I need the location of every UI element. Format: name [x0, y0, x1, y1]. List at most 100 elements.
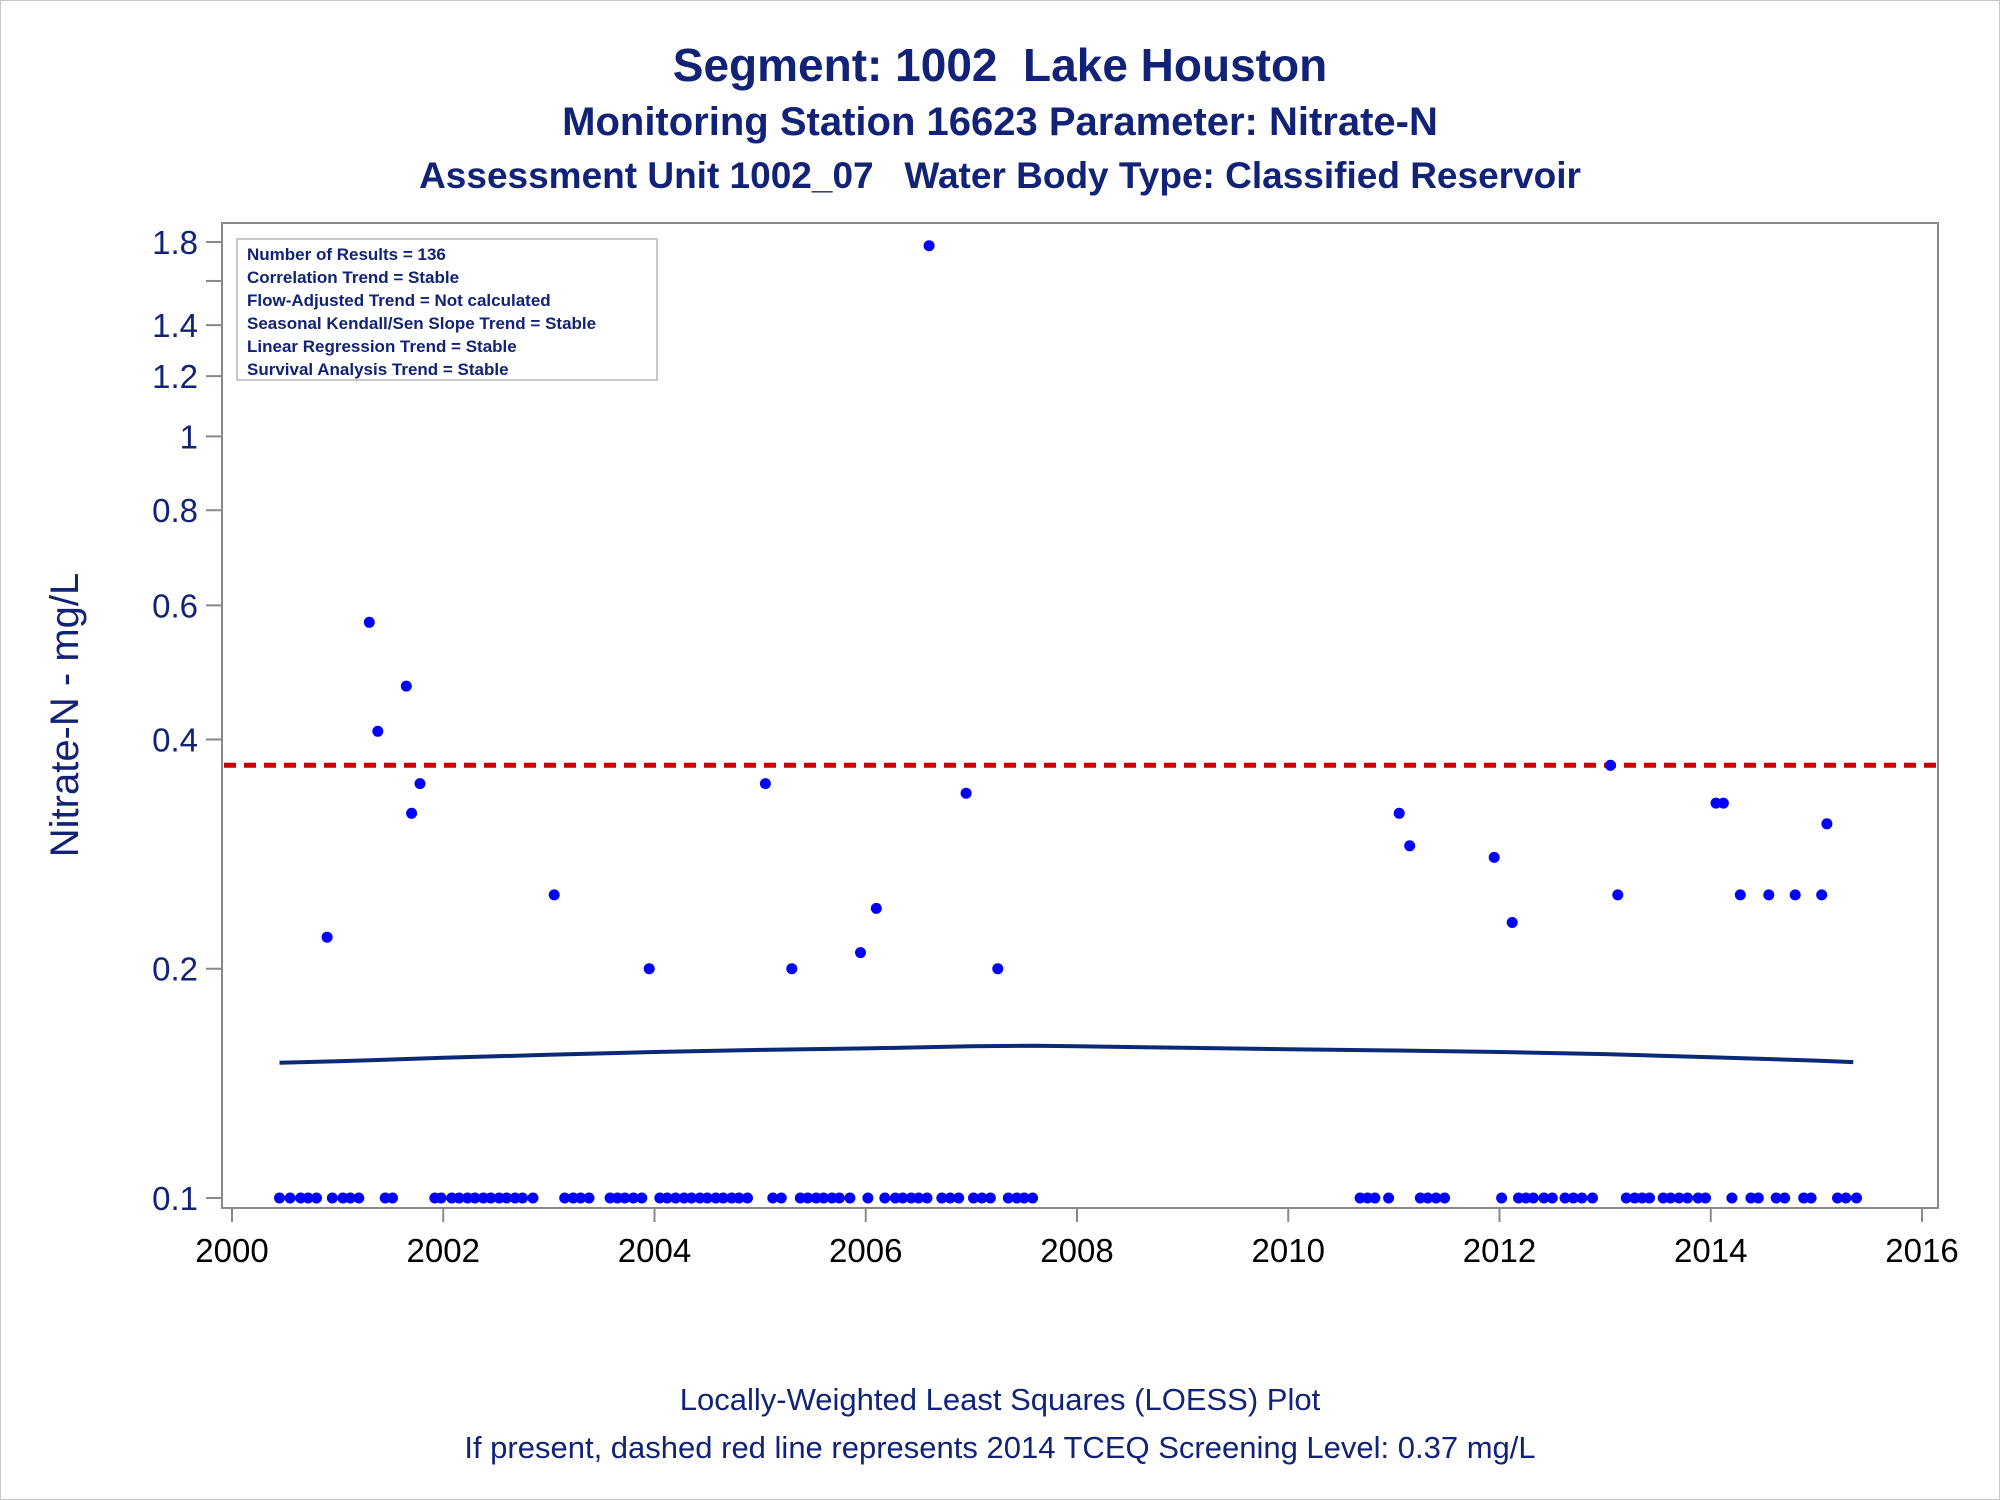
data-points — [274, 240, 1862, 1204]
data-point — [1717, 797, 1729, 809]
data-point — [311, 1192, 322, 1204]
data-point — [701, 1192, 713, 1204]
data-point — [733, 1192, 745, 1204]
data-point — [1763, 889, 1775, 901]
chart-subtitle-assessment: Assessment Unit 1002_07 Water Body Type:… — [419, 155, 1581, 196]
loess-curve — [279, 1043, 1854, 1065]
y-tick-label: 0.8 — [152, 492, 198, 529]
y-tick-label: 1.4 — [152, 307, 198, 344]
x-tick-label: 2006 — [829, 1232, 902, 1269]
data-point — [353, 1192, 365, 1204]
x-tick-label: 2010 — [1252, 1232, 1325, 1269]
y-axis: 0.1 0.2 0.4 0.6 0.8 1 1.2 1.4 1.8 — [152, 224, 222, 1217]
data-point — [1506, 917, 1518, 928]
data-point — [1682, 1192, 1693, 1204]
data-point — [326, 1192, 338, 1204]
data-point — [1018, 1192, 1030, 1204]
data-point — [897, 1192, 909, 1204]
data-point — [1559, 1192, 1571, 1204]
data-point — [1644, 1192, 1655, 1204]
data-point — [992, 963, 1004, 975]
y-axis-label: Nitrate-N - mg/L — [43, 573, 87, 858]
data-point — [548, 889, 560, 901]
data-point — [1538, 1192, 1550, 1204]
x-tick-label: 2008 — [1040, 1232, 1113, 1269]
data-point — [406, 807, 418, 819]
data-point — [844, 1192, 856, 1204]
data-point — [775, 1192, 787, 1204]
data-point — [414, 778, 426, 790]
data-point — [1665, 1192, 1677, 1204]
data-point — [1383, 1192, 1395, 1204]
data-point — [1488, 851, 1500, 863]
data-point — [661, 1192, 673, 1204]
data-point — [274, 1192, 285, 1204]
data-point — [387, 1192, 398, 1204]
y-tick-label: 0.6 — [152, 587, 198, 624]
data-point — [870, 902, 882, 914]
y-tick-label: 0.1 — [152, 1180, 198, 1217]
data-point — [862, 1192, 874, 1204]
data-point — [1840, 1192, 1852, 1204]
y-tick-label: 1.2 — [152, 358, 198, 395]
data-point — [833, 1192, 845, 1204]
data-point — [636, 1192, 648, 1204]
y-tick-label: 1 — [180, 418, 198, 455]
data-point — [1770, 1192, 1782, 1204]
data-point — [1752, 1192, 1764, 1204]
data-point — [485, 1192, 497, 1204]
data-point — [670, 1192, 682, 1204]
data-point — [583, 1192, 595, 1204]
data-point — [643, 963, 655, 975]
data-point — [1567, 1192, 1579, 1204]
data-point — [1734, 889, 1746, 901]
stat-linear-regression-trend: Linear Regression Trend = Stable — [247, 337, 517, 356]
data-point — [284, 1192, 296, 1204]
plot-area — [221, 222, 1939, 1209]
data-point — [1576, 1192, 1588, 1204]
chart-subtitle-station: Monitoring Station 16623 Parameter: Nitr… — [562, 100, 1438, 144]
data-point — [321, 931, 333, 943]
data-point — [527, 1192, 539, 1204]
data-point — [767, 1192, 779, 1204]
data-point — [435, 1192, 447, 1204]
data-point — [921, 1192, 933, 1204]
data-point — [984, 1192, 996, 1204]
data-point — [818, 1192, 829, 1204]
data-point — [960, 787, 972, 799]
data-point — [936, 1192, 948, 1204]
data-point — [1439, 1192, 1451, 1204]
data-point — [1369, 1192, 1381, 1204]
stat-correlation-trend: Correlation Trend = Stable — [247, 268, 459, 287]
data-point — [1789, 889, 1801, 901]
data-point — [372, 725, 384, 737]
statistics-legend-box: Number of Results = 136 Correlation Tren… — [236, 238, 658, 381]
data-point — [1604, 759, 1616, 771]
data-point — [759, 778, 771, 790]
x-tick-label: 2002 — [407, 1232, 480, 1269]
data-point — [1612, 889, 1624, 901]
x-tick-label: 2004 — [618, 1232, 691, 1269]
data-point — [1404, 840, 1416, 852]
stat-flow-adjusted-trend: Flow-Adjusted Trend = Not calculated — [247, 291, 551, 310]
footnote-screening-level: If present, dashed red line represents 2… — [464, 1430, 1536, 1465]
data-point — [1496, 1192, 1508, 1204]
data-point — [717, 1192, 729, 1204]
data-point — [627, 1192, 639, 1204]
stat-number-of-results: Number of Results = 136 — [247, 245, 446, 264]
statistics-box-border — [236, 238, 658, 381]
chart-title: Segment: 1002 Lake Houston — [672, 39, 1328, 91]
data-point — [1546, 1192, 1558, 1204]
data-point — [1700, 1192, 1711, 1204]
data-point — [1393, 807, 1405, 819]
data-point — [619, 1192, 631, 1204]
data-point — [686, 1192, 697, 1204]
data-point — [1816, 889, 1828, 901]
data-point — [968, 1192, 979, 1204]
data-point — [923, 240, 935, 252]
data-point — [1832, 1192, 1843, 1204]
data-point — [976, 1192, 988, 1204]
data-point — [1726, 1192, 1738, 1204]
data-point — [469, 1192, 481, 1204]
